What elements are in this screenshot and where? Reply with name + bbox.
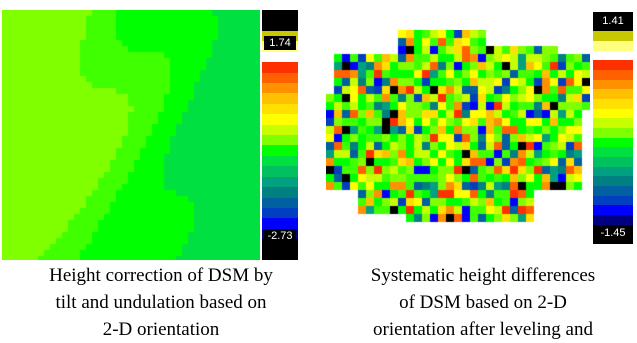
colorbar-segment	[262, 72, 298, 83]
colorbar-segment	[593, 195, 633, 206]
colorbar-segment	[593, 60, 633, 71]
colorbar-segment	[262, 166, 298, 177]
colorbar-segment	[593, 89, 633, 100]
colorbar-segment	[262, 208, 298, 219]
left-figure-caption: Height correction of DSM by tilt and und…	[2, 262, 320, 343]
colorbar-segment	[262, 239, 298, 250]
colorbar-segment	[262, 135, 298, 146]
colorbar-segment	[593, 205, 633, 216]
colorbar-segment	[593, 99, 633, 109]
colorbar-segment	[593, 215, 633, 225]
colorbar-segment	[593, 41, 633, 51]
colorbar-segment	[593, 118, 633, 129]
colorbar-segment	[262, 103, 298, 115]
colorbar-segment	[262, 10, 298, 21]
colorbar-segment	[593, 70, 633, 80]
caption-line: 2-D orientation	[102, 319, 220, 340]
colorbar-segment	[262, 155, 298, 167]
left-colorbar: 1.74 -2.73	[262, 10, 298, 261]
caption-line: Height correction of DSM by	[49, 265, 273, 286]
colorbar-segment	[593, 128, 633, 138]
caption-line: tilt and undulation based on	[55, 292, 267, 313]
colorbar-segment	[262, 145, 298, 156]
colorbar-segment	[593, 50, 633, 61]
caption-line: Systematic height differences	[370, 265, 596, 286]
colorbar-segment	[593, 147, 633, 158]
colorbar-segment	[593, 157, 633, 167]
colorbar-segment	[262, 124, 298, 136]
caption-line: orientation after leveling and	[373, 319, 593, 340]
colorbar-segment	[262, 187, 298, 198]
colorbar-segment	[262, 197, 298, 209]
colorbar-segment	[593, 108, 633, 119]
right-figure-caption: Systematic height differences of DSM bas…	[330, 262, 636, 343]
colorbar-segment	[262, 62, 298, 73]
colorbar-segment	[262, 176, 298, 188]
caption-line: of DSM based on 2-D	[399, 292, 567, 313]
colorbar-segment	[262, 93, 298, 104]
colorbar-segment	[593, 137, 633, 148]
colorbar-segment	[262, 82, 298, 94]
colorbar-segment	[593, 166, 633, 177]
colorbar-max-label: 1.41	[595, 14, 631, 28]
colorbar-min-label: -1.45	[595, 226, 631, 240]
colorbar-segment	[262, 249, 298, 261]
systematic-height-difference-heatmap	[326, 30, 590, 226]
colorbar-segment	[262, 51, 298, 63]
colorbar-segment	[262, 218, 298, 229]
right-colorbar: 1.41 -1.45	[593, 12, 633, 245]
colorbar-segment	[262, 114, 298, 125]
colorbar-min-label: -2.73	[264, 229, 296, 243]
height-correction-heatmap	[2, 10, 260, 260]
colorbar-max-label: 1.74	[264, 36, 296, 50]
colorbar-segment	[593, 186, 633, 196]
colorbar-segment	[593, 79, 633, 90]
colorbar-segment	[262, 20, 298, 31]
colorbar-segment	[593, 176, 633, 187]
colorbar-segment	[593, 31, 633, 42]
